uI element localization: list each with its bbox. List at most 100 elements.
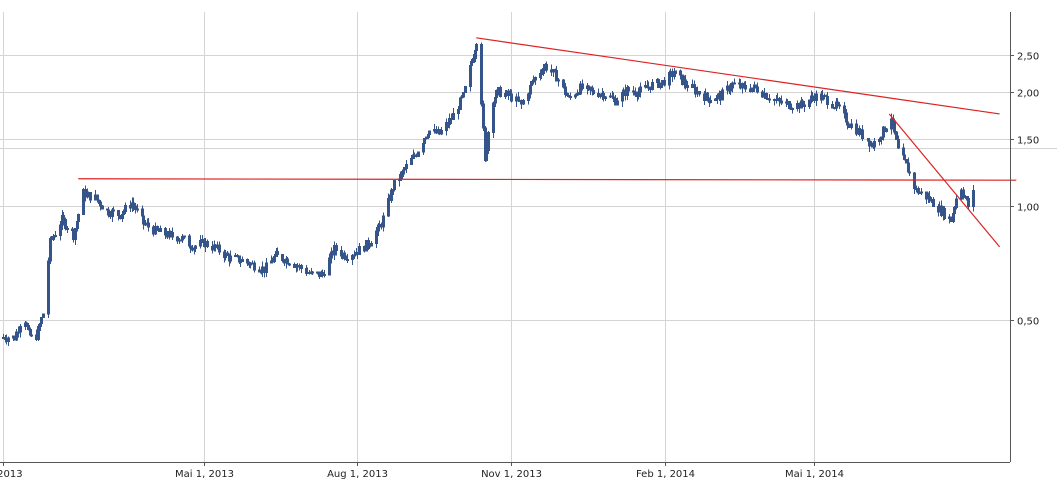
candle-body (885, 128, 888, 133)
candle-body (821, 94, 824, 101)
candle-body (634, 91, 637, 96)
candle-body (183, 235, 186, 238)
candle-body (472, 57, 475, 63)
candle-body (925, 191, 928, 200)
candle-body (778, 97, 781, 102)
candle-body (246, 259, 249, 264)
candle-body (846, 121, 849, 126)
candle-body (721, 89, 724, 101)
candle-body (400, 171, 403, 180)
candle-body (206, 240, 209, 247)
candle-body (136, 208, 139, 211)
candle-body (375, 230, 378, 245)
candle-body (25, 322, 28, 326)
candle-body (562, 79, 565, 88)
candle-body (555, 69, 558, 82)
candle-body (132, 202, 135, 207)
candle-body (587, 85, 590, 88)
candle-body (632, 90, 635, 93)
candle-body (545, 63, 548, 71)
candle-body (382, 215, 385, 228)
candle-body (265, 262, 268, 274)
candle-body (464, 86, 467, 93)
candle-body (351, 254, 354, 261)
candle-body (905, 158, 908, 164)
y-tick-label: 1,00 (1017, 203, 1039, 214)
candle-body (410, 157, 413, 166)
candle-body (112, 209, 115, 212)
candle-body (368, 245, 371, 248)
candle-body (281, 254, 284, 261)
y-tick-label: 0,50 (1017, 317, 1039, 328)
candle-body (460, 96, 463, 99)
candle-body (358, 246, 361, 256)
candle-body (716, 94, 719, 100)
candle-body (602, 92, 605, 99)
candle-body (581, 83, 584, 90)
trendlines (78, 37, 1017, 248)
candle-body (893, 120, 896, 133)
candle-body (97, 199, 100, 203)
candle-body (768, 98, 771, 101)
candle-body (492, 102, 495, 134)
candle-body (731, 82, 734, 89)
candle-body (612, 96, 615, 99)
candle-body (751, 87, 754, 92)
candle-body (510, 93, 513, 102)
candle-body (920, 191, 923, 194)
x-tick-labels: 1, 2013 Mai 1, 2013 Aug 1, 2013 Nov 1, 2013… (0, 469, 844, 480)
candle-body (475, 43, 478, 51)
candle-body (679, 70, 682, 76)
candle-body (194, 245, 197, 249)
candle-body (902, 147, 905, 156)
candle-body (878, 138, 881, 142)
candle-body (801, 100, 804, 106)
x-tick-label: Nov 1, 2013 (481, 469, 542, 480)
candle-body (346, 258, 349, 261)
candle-body (59, 224, 62, 236)
candle-body (663, 80, 666, 86)
candle-body (953, 206, 956, 215)
candle-body (393, 180, 396, 191)
candle-body (943, 207, 946, 219)
candle-body (253, 262, 256, 271)
candle-body (457, 109, 460, 115)
candle-body (323, 273, 326, 276)
candle-body (42, 313, 45, 319)
candle-body (616, 100, 619, 106)
candle-body (159, 227, 162, 233)
candle-body (52, 236, 55, 240)
candle-body (542, 67, 545, 74)
candle-body (684, 79, 687, 86)
candle-body (811, 95, 814, 99)
candle-body (74, 227, 77, 240)
candle-body (485, 150, 488, 161)
candle-body (963, 195, 966, 198)
candle-body (843, 105, 846, 114)
candle-body (482, 103, 485, 129)
candle-body (77, 213, 80, 222)
candle-body (495, 90, 498, 99)
candle-body (599, 94, 602, 98)
candle-body (754, 84, 757, 88)
y-gridlines (0, 55, 1014, 321)
candle-body (932, 198, 935, 207)
candle-body (530, 81, 533, 86)
price-candles (2, 42, 975, 346)
candle-body (826, 95, 829, 105)
candle-body (674, 70, 677, 74)
candle-body (241, 259, 244, 262)
candle-body (861, 129, 864, 140)
candle-body (534, 76, 537, 81)
candle-body (288, 263, 291, 266)
candle-body (686, 84, 689, 88)
candle-body (756, 86, 759, 93)
candle-body (604, 96, 607, 99)
candle-body (428, 130, 431, 136)
y-tick-label: 2,50 (1017, 52, 1039, 63)
candle-body (335, 244, 338, 252)
candle-body (30, 334, 33, 337)
candle-body (286, 258, 289, 265)
candle-body (574, 94, 577, 98)
candle-body (733, 82, 736, 85)
